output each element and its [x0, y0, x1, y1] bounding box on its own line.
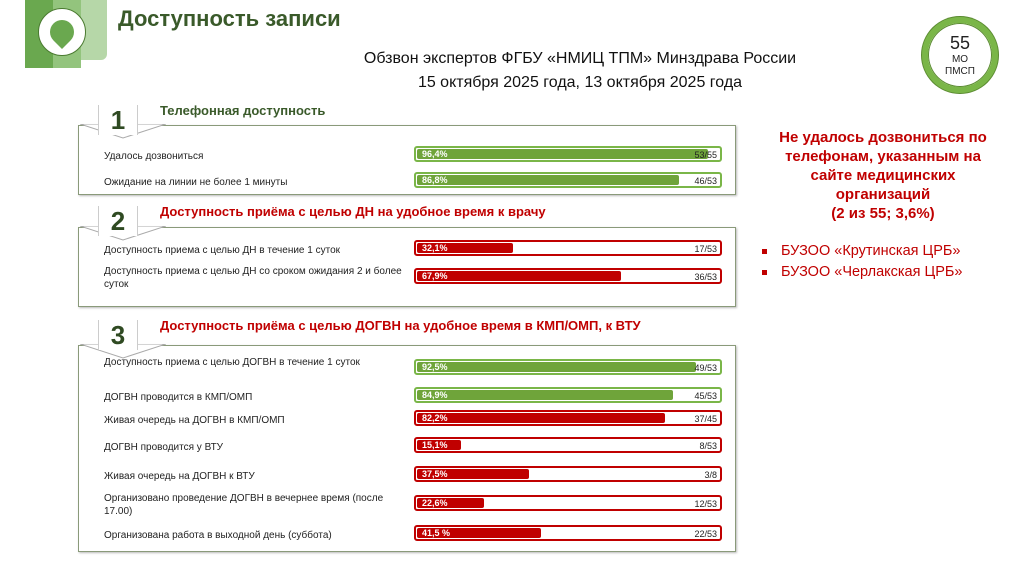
row-label: Живая очередь на ДОГВН в КМП/ОМП	[104, 415, 285, 426]
alert-text: Не удалось дозвониться по телефонам, ука…	[752, 128, 1014, 223]
progress-fill	[417, 271, 622, 281]
section-number: 1	[98, 105, 138, 135]
count-label: 17/53	[694, 244, 717, 254]
progress-fill	[417, 175, 679, 185]
progress-bar: 86,8% 46/53	[414, 172, 722, 188]
percent-label: 92,5%	[422, 362, 448, 372]
progress-bar: 92,5% 49/53	[414, 359, 722, 375]
section-number: 3	[98, 320, 138, 350]
progress-bar: 15,1% 8/53	[414, 437, 722, 453]
mo-count-badge: 55 МО ПМСП	[922, 17, 998, 93]
progress-bar: 84,9% 45/53	[414, 387, 722, 403]
list-item: БУЗОО «Черлакская ЦРБ»	[762, 264, 962, 280]
count-label: 22/53	[694, 529, 717, 539]
row-label: Доступность приема с целью ДН в течение …	[104, 245, 341, 256]
badge-line1: МО	[951, 54, 969, 65]
progress-fill	[417, 390, 674, 400]
logo	[25, 0, 107, 68]
percent-label: 67,9%	[422, 271, 448, 281]
progress-fill	[417, 528, 542, 538]
percent-label: 84,9%	[422, 390, 448, 400]
alert-line: (2 из 55; 3,6%)	[831, 205, 935, 222]
row-label: Организована работа в выходной день (суб…	[104, 530, 332, 541]
page-title: Доступность записи	[118, 6, 341, 31]
row-label: Живая очередь на ДОГВН к ВТУ	[104, 471, 255, 482]
count-label: 12/53	[694, 499, 717, 509]
percent-label: 22,6%	[422, 498, 448, 508]
percent-label: 86,8%	[422, 175, 448, 185]
progress-bar: 96,4% 53/55	[414, 146, 722, 162]
row-label: ДОГВН проводится у ВТУ	[104, 442, 224, 453]
alert-line: телефонам, указанным на	[785, 148, 981, 165]
percent-label: 37,5%	[422, 469, 448, 479]
progress-bar: 37,5% 3/8	[414, 466, 722, 482]
bullet-icon	[762, 248, 767, 254]
list-item-text: БУЗОО «Черлакская ЦРБ»	[781, 264, 963, 280]
percent-label: 96,4%	[422, 149, 448, 159]
alert-line: организаций	[835, 186, 931, 203]
progress-fill	[417, 498, 484, 508]
list-item: БУЗОО «Крутинская ЦРБ»	[762, 243, 961, 259]
bullet-icon	[762, 269, 767, 275]
progress-fill	[417, 243, 513, 253]
count-label: 3/8	[704, 470, 717, 480]
alert-line: сайте медицинских	[810, 167, 956, 184]
progress-bar: 82,2% 37/45	[414, 410, 722, 426]
row-label: Доступность приема с целью ДОГВН в течен…	[104, 357, 360, 368]
percent-label: 15,1%	[422, 440, 448, 450]
row-label: Организовано проведение ДОГВН в вечернее…	[104, 493, 384, 517]
row-label: ДОГВН проводится в КМП/ОМП	[104, 392, 253, 403]
count-label: 8/53	[699, 441, 717, 451]
count-label: 45/53	[694, 391, 717, 401]
row-label: Ожидание на линии не более 1 минуты	[104, 177, 288, 188]
progress-bar: 22,6% 12/53	[414, 495, 722, 511]
section-title: Доступность приёма с целью ДОГВН на удоб…	[160, 318, 641, 333]
count-label: 53/55	[694, 150, 717, 160]
row-label: Доступность приема с целью ДН со сроком …	[104, 266, 402, 290]
progress-fill	[417, 362, 697, 372]
count-label: 36/53	[694, 272, 717, 282]
list-item-text: БУЗОО «Крутинская ЦРБ»	[781, 243, 961, 259]
section-title: Телефонная доступность	[160, 103, 326, 118]
progress-bar: 32,1% 17/53	[414, 240, 722, 256]
row-label: Удалось дозвониться	[104, 151, 204, 162]
progress-fill	[417, 440, 461, 450]
alert-line: Не удалось дозвониться по	[779, 129, 987, 146]
progress-fill	[417, 413, 665, 423]
progress-bar: 67,9% 36/53	[414, 268, 722, 284]
badge-line2: ПМСП	[945, 66, 975, 77]
section-number: 2	[98, 206, 138, 236]
percent-label: 82,2%	[422, 413, 448, 423]
progress-fill	[417, 149, 709, 159]
badge-number: 55	[949, 33, 971, 53]
count-label: 37/45	[694, 414, 717, 424]
subtitle-line2: 15 октября 2025 года, 13 октября 2025 го…	[417, 74, 743, 91]
count-label: 49/53	[694, 363, 717, 373]
percent-label: 32,1%	[422, 243, 448, 253]
progress-bar: 41,5 % 22/53	[414, 525, 722, 541]
progress-fill	[417, 469, 529, 479]
subtitle-line1: Обзвон экспертов ФГБУ «НМИЦ ТПМ» Минздра…	[363, 50, 797, 67]
section-title: Доступность приёма с целью ДН на удобное…	[160, 204, 546, 219]
percent-label: 41,5 %	[422, 528, 451, 538]
count-label: 46/53	[694, 176, 717, 186]
